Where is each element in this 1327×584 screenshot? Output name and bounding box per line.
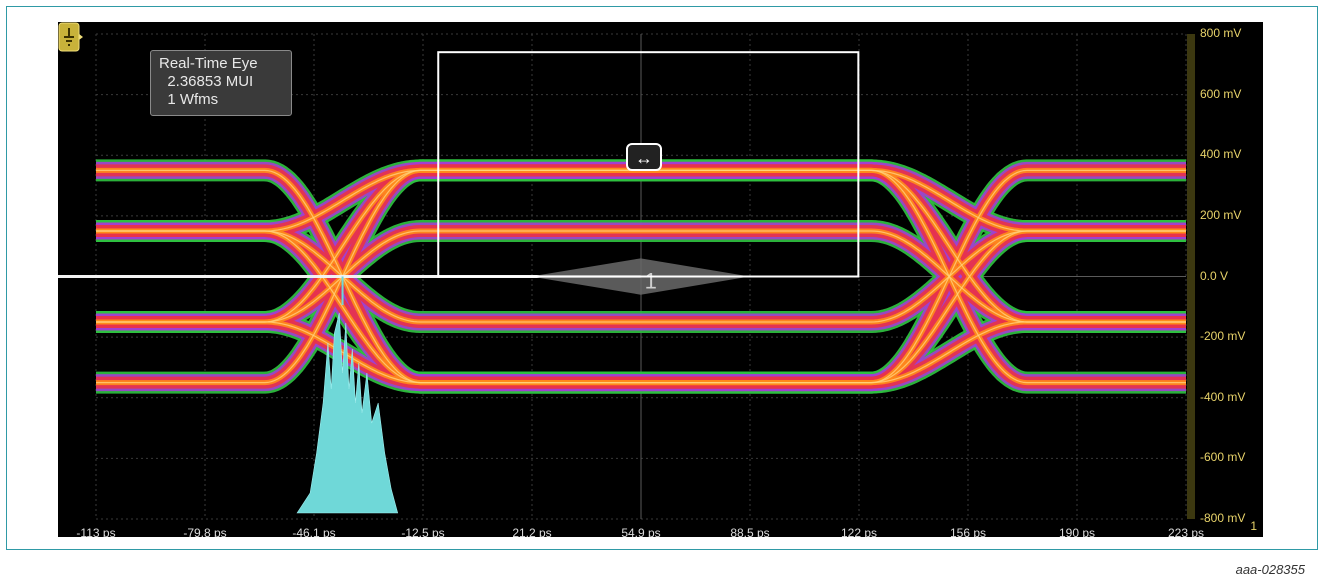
y-tick-label: -400 mV <box>1200 389 1246 404</box>
eye-trace-core <box>96 321 1186 384</box>
y-tick-label: -800 mV <box>1200 511 1246 525</box>
x-tick-label: -113 ps <box>76 526 116 537</box>
y-tick-label: 0.0 V <box>1200 268 1229 283</box>
x-tick-label: 88.5 ps <box>730 526 770 537</box>
y-tick-label: 200 mV <box>1200 207 1242 222</box>
y-tick-label: 800 mV <box>1200 26 1242 40</box>
eye-marker-label: 1 <box>645 269 657 294</box>
y-tick-label: -600 mV <box>1200 450 1246 465</box>
x-tick-label: 54.9 ps <box>621 526 661 537</box>
readout-waveform-count: 1 Wfms <box>159 91 219 108</box>
x-tick-label: -46.1 ps <box>292 526 336 537</box>
readout-ui-count: 2.36853 MUI <box>159 73 254 90</box>
y-tick-label: -200 mV <box>1200 329 1246 344</box>
horizontal-drag-handle[interactable]: ↔ <box>626 143 662 171</box>
x-tick-label: 156 ps <box>949 526 987 537</box>
mask-box <box>437 51 860 278</box>
figure-frame: 1 T⮝ Real-Time Eye 2.36853 MUI 1 Wfms ↔ … <box>6 6 1318 550</box>
y-tick-label: 400 mV <box>1200 147 1242 162</box>
x-tick-label: 21.2 ps <box>512 526 552 537</box>
x-tick-label: 122 ps <box>840 526 878 537</box>
left-right-arrow-icon: ↔ <box>635 148 653 168</box>
level-bar <box>1187 34 1195 519</box>
x-tick-label: -79.8 ps <box>183 526 227 537</box>
measurement-readout[interactable]: Real-Time Eye 2.36853 MUI 1 Wfms <box>150 50 292 116</box>
x-tick-label: 190 ps <box>1058 526 1096 537</box>
channel-end-label: 1 <box>1250 519 1257 533</box>
channel-ground-marker[interactable] <box>58 22 84 52</box>
jitter-histogram <box>296 312 399 514</box>
readout-title: Real-Time Eye <box>159 55 258 72</box>
figure-id: aaa-028355 <box>1235 562 1305 577</box>
x-tick-label: 223 ps <box>1167 526 1205 537</box>
y-tick-label: 600 mV <box>1200 86 1242 101</box>
oscilloscope-display: 1 T⮝ Real-Time Eye 2.36853 MUI 1 Wfms ↔ … <box>58 22 1263 537</box>
eye-trace-core <box>96 230 1186 323</box>
eye-trace-core <box>96 230 1186 323</box>
x-tick-label: -12.5 ps <box>401 526 445 537</box>
